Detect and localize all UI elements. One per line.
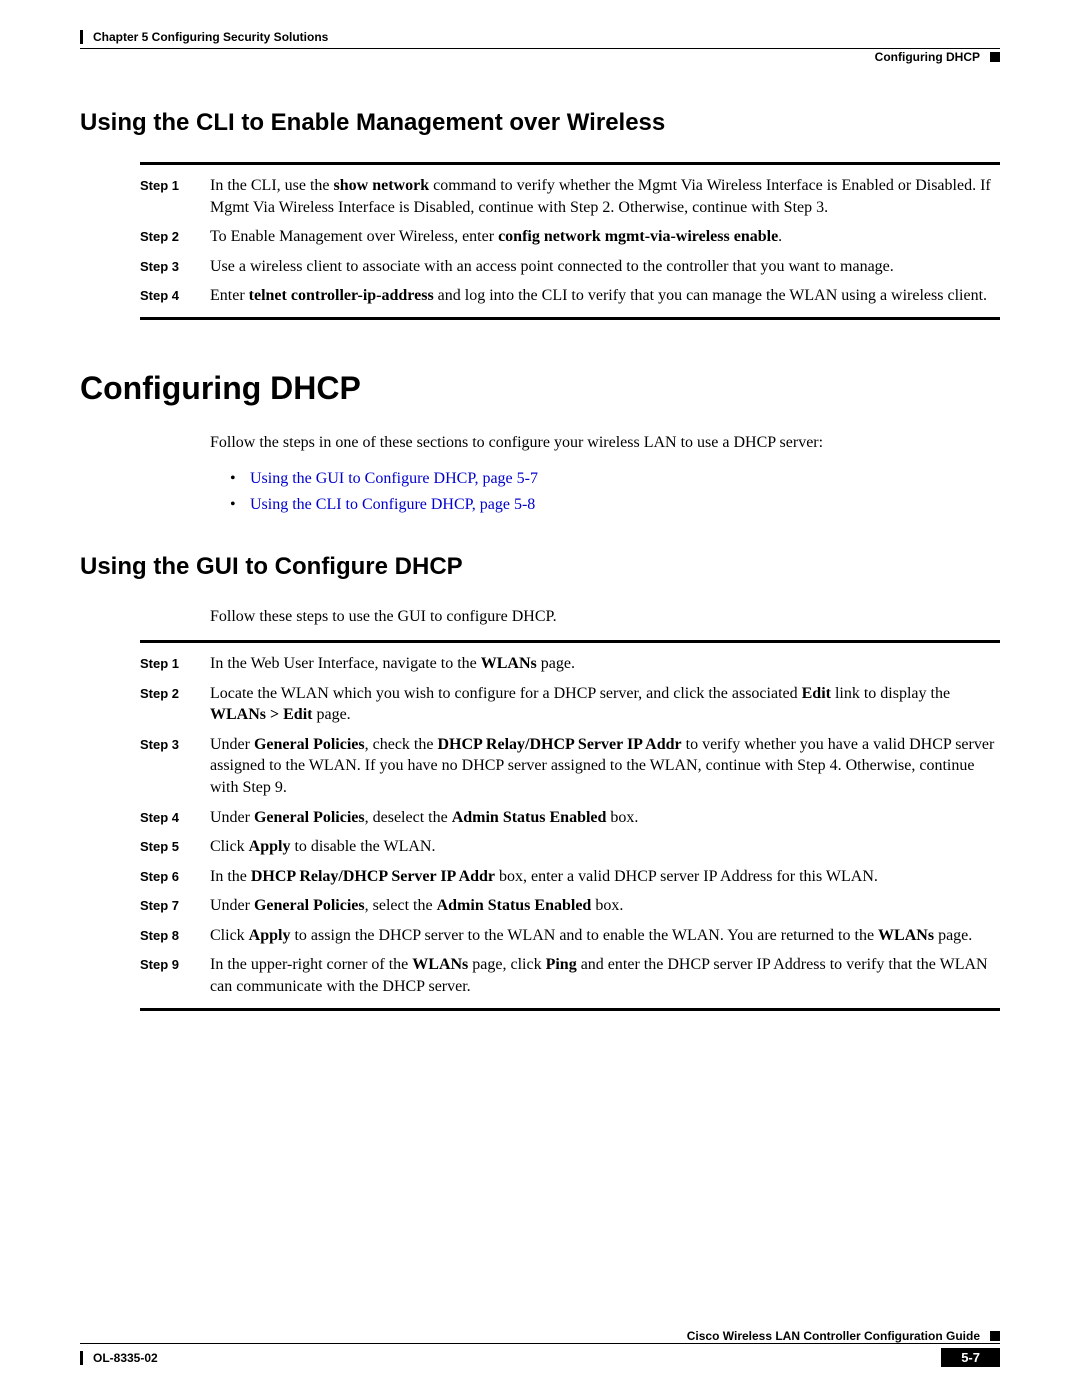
step-body: To Enable Management over Wireless, ente… <box>210 226 1000 248</box>
link-row: •Using the GUI to Configure DHCP, page 5… <box>230 466 1000 492</box>
step-body: Locate the WLAN which you wish to config… <box>210 683 1000 726</box>
footer-rule <box>80 1343 1000 1344</box>
step-row: Step 2To Enable Management over Wireless… <box>140 226 1000 248</box>
step-label: Step 1 <box>140 175 210 218</box>
header-bar-icon <box>80 30 83 44</box>
step-row: Step 3Under General Policies, check the … <box>140 734 1000 799</box>
step-label: Step 1 <box>140 653 210 675</box>
bullet-icon: • <box>230 492 250 518</box>
step-label: Step 8 <box>140 925 210 947</box>
step-body: In the upper-right corner of the WLANs p… <box>210 954 1000 997</box>
chapter-label: Chapter 5 Configuring Security Solutions <box>80 30 1000 44</box>
footer-guide-line: Cisco Wireless LAN Controller Configurat… <box>80 1329 1000 1343</box>
step-row: Step 4Enter telnet controller-ip-address… <box>140 285 1000 307</box>
xref-link[interactable]: Using the GUI to Configure DHCP, page 5-… <box>250 466 538 492</box>
step-label: Step 4 <box>140 285 210 307</box>
step-label: Step 4 <box>140 807 210 829</box>
step-label: Step 3 <box>140 734 210 799</box>
step-row: Step 7Under General Policies, select the… <box>140 895 1000 917</box>
section2-title: Using the GUI to Configure DHCP <box>80 553 1000 581</box>
step-body: In the DHCP Relay/DHCP Server IP Addr bo… <box>210 866 1000 888</box>
step-row: Step 5Click Apply to disable the WLAN. <box>140 836 1000 858</box>
steps-rule-top <box>140 162 1000 165</box>
footer-square-icon <box>990 1331 1000 1341</box>
header-square-icon <box>990 52 1000 62</box>
step-body: In the Web User Interface, navigate to t… <box>210 653 1000 675</box>
footer-doc-text: OL-8335-02 <box>93 1351 158 1365</box>
bullet-icon: • <box>230 466 250 492</box>
step-row: Step 1In the Web User Interface, navigat… <box>140 653 1000 675</box>
step-label: Step 5 <box>140 836 210 858</box>
footer-guide-text: Cisco Wireless LAN Controller Configurat… <box>687 1329 980 1343</box>
step-label: Step 2 <box>140 683 210 726</box>
step-label: Step 9 <box>140 954 210 997</box>
step-row: Step 2Locate the WLAN which you wish to … <box>140 683 1000 726</box>
link-row: •Using the CLI to Configure DHCP, page 5… <box>230 492 1000 518</box>
step-body: Under General Policies, check the DHCP R… <box>210 734 1000 799</box>
step-label: Step 6 <box>140 866 210 888</box>
step-body: Use a wireless client to associate with … <box>210 256 1000 278</box>
header-rule <box>80 48 1000 49</box>
step-row: Step 3Use a wireless client to associate… <box>140 256 1000 278</box>
step-row: Step 4Under General Policies, deselect t… <box>140 807 1000 829</box>
section1-steps: Step 1In the CLI, use the show network c… <box>140 162 1000 320</box>
page-header: Chapter 5 Configuring Security Solutions… <box>80 30 1000 49</box>
step-body: Click Apply to disable the WLAN. <box>210 836 1000 858</box>
chapter-text: Chapter 5 Configuring Security Solutions <box>93 30 328 44</box>
section2-intro: Follow these steps to use the GUI to con… <box>210 606 1000 628</box>
steps2-rule-top <box>140 640 1000 643</box>
step-body: Enter telnet controller-ip-address and l… <box>210 285 1000 307</box>
intro-text: Follow the steps in one of these section… <box>210 432 1000 454</box>
step-body: In the CLI, use the show network command… <box>210 175 1000 218</box>
section-text: Configuring DHCP <box>875 50 980 64</box>
step-label: Step 2 <box>140 226 210 248</box>
step-row: Step 1In the CLI, use the show network c… <box>140 175 1000 218</box>
steps2-rule-bottom <box>140 1008 1000 1011</box>
steps-rule-bottom <box>140 317 1000 320</box>
step-row: Step 9In the upper-right corner of the W… <box>140 954 1000 997</box>
step-body: Click Apply to assign the DHCP server to… <box>210 925 1000 947</box>
footer-bar-icon <box>80 1351 83 1365</box>
section-label: Configuring DHCP <box>875 50 1000 64</box>
footer-bottom-line: OL-8335-02 5-7 <box>80 1348 1000 1367</box>
step-row: Step 8Click Apply to assign the DHCP ser… <box>140 925 1000 947</box>
xref-link[interactable]: Using the CLI to Configure DHCP, page 5-… <box>250 492 535 518</box>
main-title: Configuring DHCP <box>80 370 1000 407</box>
step-body: Under General Policies, deselect the Adm… <box>210 807 1000 829</box>
section1-title: Using the CLI to Enable Management over … <box>80 109 1000 137</box>
step-label: Step 7 <box>140 895 210 917</box>
step-row: Step 6In the DHCP Relay/DHCP Server IP A… <box>140 866 1000 888</box>
page-number: 5-7 <box>941 1348 1000 1367</box>
step-label: Step 3 <box>140 256 210 278</box>
section2-steps: Step 1In the Web User Interface, navigat… <box>140 640 1000 1011</box>
step-body: Under General Policies, select the Admin… <box>210 895 1000 917</box>
page-footer: Cisco Wireless LAN Controller Configurat… <box>80 1329 1000 1367</box>
